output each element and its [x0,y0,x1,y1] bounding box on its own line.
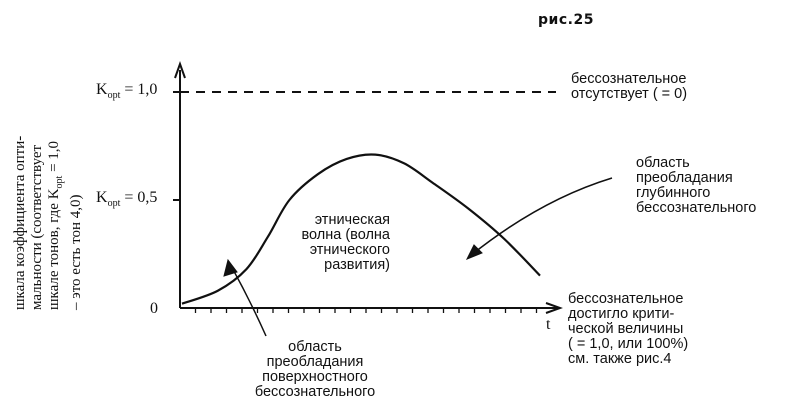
x-axis-label: t [546,316,551,333]
annotation-critical-level: бессознательное достигло крити- ческой в… [568,291,689,367]
annotation-deep-region: область преобладания глубинного бессозна… [636,155,757,216]
y-axis-arrow [174,61,186,79]
y-axis-label-line-3: шкале тонов, где Kopt = 1,0 [46,140,65,310]
series [181,153,541,305]
y-axis-label-line-2: мальности (соответствует [29,144,45,310]
annotation-ethnic-wave: этническая волна (волна этнического разв… [301,212,391,273]
arrow-deep-region-head [465,244,483,260]
annotation-no-unconscious: бессознательное отсутствует ( = 0) [571,71,688,102]
y-tick-label-1-0: Kopt = 1,0 [96,81,158,102]
y-tick-label-0: 0 [150,300,158,317]
figure-number: рис.25 [538,12,594,28]
arrow-surface-region [229,263,267,337]
y-axis-label-line-1: шкала коэффициента опти- [12,135,28,310]
x-axis-arrow [545,302,563,314]
axes [173,61,563,314]
arrow-deep-region [469,177,613,257]
y-axis-label-line-4: – это есть тон 4,0) [68,194,84,310]
y-axis-label: шкала коэффициента опти- мальности (соот… [12,136,85,310]
y-tick-label-0-5: Kopt = 0,5 [96,189,158,210]
annotation-arrows [223,177,613,337]
ethnic-wave-curve [181,153,541,305]
annotation-surface-region: область преобладания поверхностного бесс… [254,339,376,400]
arrow-surface-region-head [223,258,238,277]
